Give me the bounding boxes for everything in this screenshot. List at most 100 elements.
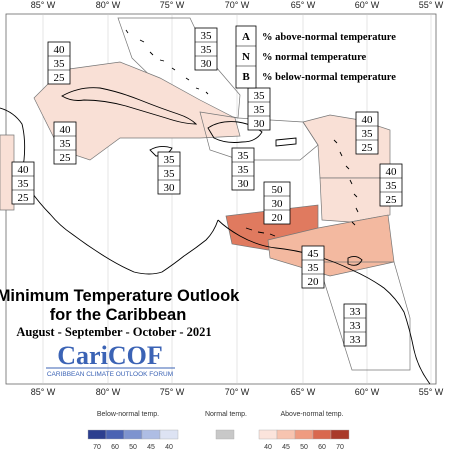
caricof-logo: CariCOF CARIBBEAN CLIMATE OUTLOOK FORUM: [46, 341, 175, 378]
scale-swatch: [87, 429, 107, 440]
scale-tick: 45: [147, 444, 155, 450]
lon-label: 55° W: [419, 0, 444, 10]
region-cuba-west: [33, 61, 241, 161]
prob-above: 35: [238, 150, 250, 162]
prob-normal: 35: [238, 164, 250, 176]
scale-above-ticks: 40 45 50 60 70: [264, 444, 344, 450]
prob-below: 25: [18, 192, 30, 204]
scale-title-above: Above-normal temp.: [280, 411, 343, 418]
outlook-regions: [0, 17, 411, 371]
prob-box-windwards: 40 35 25: [379, 163, 403, 207]
key-text-normal: % normal temperature: [262, 52, 367, 63]
coastlines: [0, 29, 431, 385]
prob-box-belize: 40 35 25: [11, 161, 35, 205]
prob-above: 35: [254, 90, 266, 102]
key-text-below: % below-normal temperature: [262, 72, 396, 83]
region-belize: [0, 134, 15, 211]
prob-box-hispaniola-north: 35 35 30: [247, 87, 271, 131]
key-letter-b: B: [242, 71, 250, 83]
scale-below-swatches: [87, 429, 179, 440]
prob-box-jamaica-south: 35 35 30: [157, 151, 181, 195]
prob-below: 30: [254, 118, 266, 130]
prob-normal: 35: [54, 58, 66, 70]
lon-label: 60° W: [355, 387, 380, 397]
prob-below: 30: [201, 58, 213, 70]
lon-label: 70° W: [225, 387, 250, 397]
scale-normal-swatch: [215, 429, 235, 440]
prob-box-cuba-west: 40 35 25: [47, 41, 71, 85]
prob-below: 30: [238, 178, 250, 190]
lon-label: 75° W: [160, 0, 185, 10]
key-letter-a: A: [242, 31, 250, 43]
prob-normal: 35: [254, 104, 266, 116]
logo-wordmark: CariCOF: [57, 341, 162, 370]
scale-tick: 50: [129, 444, 137, 450]
map-period: August - September - October - 2021: [16, 325, 211, 339]
scale-swatch: [159, 429, 179, 440]
scale-swatch: [294, 429, 314, 440]
prob-above: 40: [54, 44, 66, 56]
region-windwards: [319, 177, 391, 223]
color-scale: Below-normal temp. Normal temp. Above-no…: [87, 411, 350, 450]
prob-box-hispaniola-south: 35 35 30: [231, 147, 255, 191]
lon-label: 75° W: [160, 387, 185, 397]
key-text-above: % above-normal temperature: [262, 32, 396, 43]
prob-below: 33: [350, 334, 362, 346]
prob-box-leewards: 40 35 25: [355, 111, 379, 155]
prob-normal: 35: [18, 178, 30, 190]
prob-above: 40: [362, 114, 374, 126]
lon-label: 70° W: [225, 0, 250, 10]
prob-below: 30: [164, 182, 176, 194]
prob-above: 35: [201, 30, 213, 42]
scale-tick: 40: [264, 444, 272, 450]
region-guianas: [317, 261, 411, 371]
lon-label: 55° W: [419, 387, 444, 397]
scale-swatch: [141, 429, 161, 440]
lon-label: 80° W: [96, 387, 121, 397]
logo-tagline: CARIBBEAN CLIMATE OUTLOOK FORUM: [47, 371, 173, 378]
prob-normal: 35: [386, 180, 398, 192]
scale-swatch: [105, 429, 125, 440]
lon-labels-top: 85° W 80° W 75° W 70° W 65° W 60° W 55° …: [31, 0, 444, 10]
prob-box-trinidad: 45 35 20: [301, 245, 325, 289]
prob-below: 25: [386, 194, 398, 206]
prob-below: 25: [362, 142, 374, 154]
prob-normal: 33: [350, 320, 362, 332]
prob-above: 45: [308, 248, 320, 260]
probability-boxes: 35 35 30 40 35 25 40 35 25 40 35 25: [11, 27, 403, 347]
scale-below-ticks: 70 60 50 45 40: [93, 444, 173, 450]
scale-title-below: Below-normal temp.: [97, 411, 159, 418]
scale-tick: 45: [282, 444, 290, 450]
prob-normal: 35: [60, 138, 72, 150]
lon-label: 85° W: [31, 387, 56, 397]
anb-key: A N B % above-normal temperature % norma…: [235, 25, 396, 89]
scale-title-normal: Normal temp.: [205, 411, 247, 418]
lon-label: 60° W: [355, 0, 380, 10]
scale-tick: 60: [318, 444, 326, 450]
prob-below: 25: [60, 152, 72, 164]
key-letter-n: N: [242, 51, 250, 63]
prob-above: 35: [164, 154, 176, 166]
map-title-line1: Minimum Temperature Outlook: [0, 287, 240, 305]
scale-tick: 40: [165, 444, 173, 450]
map-title-line2: for the Caribbean: [50, 306, 187, 324]
lon-labels-bottom: 85° W 80° W 75° W 70° W 65° W 60° W 55° …: [31, 387, 444, 397]
scale-swatch: [258, 429, 278, 440]
prob-above: 40: [18, 164, 30, 176]
scale-tick: 70: [93, 444, 101, 450]
prob-below: 25: [54, 72, 66, 84]
scale-swatch: [123, 429, 143, 440]
prob-box-cayman-jamaica: 40 35 25: [53, 121, 77, 165]
prob-box-abc-islands: 50 30 20: [263, 181, 291, 225]
prob-normal: 30: [272, 198, 284, 210]
scale-swatch: [330, 429, 350, 440]
prob-box-bahamas: 35 35 30: [194, 27, 218, 71]
prob-above: 40: [386, 166, 398, 178]
prob-above: 50: [272, 184, 284, 196]
lon-label: 65° W: [291, 0, 316, 10]
prob-normal: 35: [164, 168, 176, 180]
prob-below: 20: [308, 276, 320, 288]
scale-tick: 70: [336, 444, 344, 450]
prob-normal: 35: [201, 44, 213, 56]
